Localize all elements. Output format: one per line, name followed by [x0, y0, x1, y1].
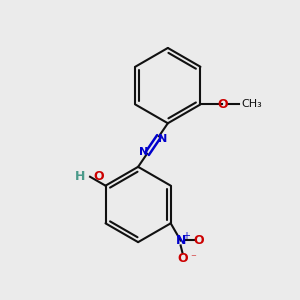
Text: ⁻: ⁻: [190, 253, 196, 263]
Text: H: H: [75, 170, 85, 183]
Text: O: O: [217, 98, 227, 111]
Text: N: N: [139, 146, 148, 157]
Text: CH₃: CH₃: [242, 99, 262, 110]
Text: O: O: [177, 252, 188, 265]
Text: N: N: [176, 234, 186, 247]
Text: N: N: [158, 134, 167, 144]
Text: +: +: [182, 230, 190, 241]
Text: O: O: [93, 170, 104, 183]
Text: O: O: [193, 234, 204, 247]
